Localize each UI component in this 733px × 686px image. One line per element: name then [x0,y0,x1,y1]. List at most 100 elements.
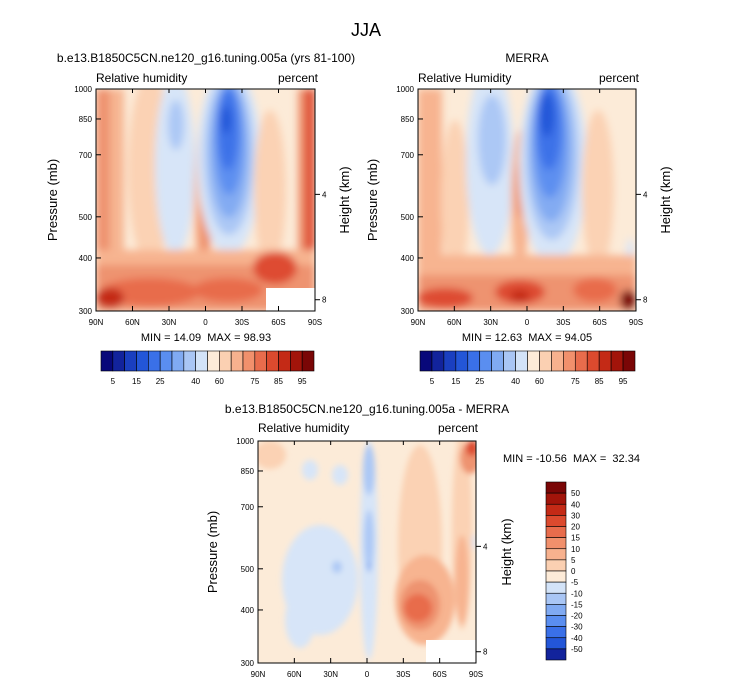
y-tick-label: 300 [241,659,255,668]
y-tick-label: 1000 [236,437,254,446]
colorbar-swatch [563,350,576,372]
colorbar-swatch [183,350,196,372]
colorbar-swatch [136,350,149,372]
y-tick-label: 400 [79,254,93,263]
colorbar-swatch [290,350,303,372]
colorbar-label: 0 [571,567,576,576]
colorbar-label: 15 [451,377,460,386]
colorbar: 5 15 25 40 60 75 85 95 [100,350,315,386]
y-axis-label-right: Height (km) [658,166,673,233]
colorbar-label: -10 [571,589,583,598]
y-axis-label: Pressure (mb) [45,159,60,241]
y-tick-label: 850 [79,115,93,124]
colorbar-swatch [301,350,315,372]
left-string: Relative humidity [96,71,187,85]
colorbar-label: 75 [571,377,580,386]
heatmap-field [418,89,636,311]
x-tick-label: 90S [469,670,483,679]
colorbar-swatch [545,581,567,594]
colorbar-swatch [266,350,279,372]
colorbar-label: 25 [156,377,165,386]
colorbar-swatch [545,570,567,583]
x-tick-label: 30N [162,318,177,327]
colorbar-label: 15 [571,534,580,543]
y-ticks: 300 400 500 700 850 1000 [396,85,423,316]
colorbar-swatch [545,492,567,505]
left-string: Relative humidity [258,421,349,435]
panel-merra: MERRA Relative Humidity percent [365,51,673,386]
colorbar-swatch [545,626,567,639]
colorbar-label: 40 [191,377,200,386]
colorbar-swatch [443,350,457,372]
x-tick-label: 90N [411,318,426,327]
y-tick-label: 850 [241,467,255,476]
height-tick-label: 4 [483,542,488,551]
right-string: percent [278,71,319,85]
colorbar-swatch [503,350,516,372]
x-tick-label: 30S [556,318,570,327]
colorbar-swatch [171,350,185,372]
left-string: Relative Humidity [418,71,511,85]
x-tick-label: 60S [433,670,447,679]
x-tick-label: 90N [89,318,104,327]
colorbar-swatch [419,350,433,372]
colorbar-swatch [545,604,567,616]
colorbar-label: -15 [571,600,583,609]
height-tick-label: 8 [483,648,488,657]
y-axis-label: Pressure (mb) [205,511,220,593]
y-ticks: 300 400 500 700 850 1000 [236,437,263,668]
heatmap-field [258,441,476,663]
colorbar-label: -5 [571,578,579,587]
right-string: percent [599,71,640,85]
colorbar-swatch [545,648,567,661]
colorbar-label: 15 [132,377,141,386]
y-tick-label: 500 [79,213,93,222]
x-tick-label: 0 [525,318,530,327]
x-tick-label: 0 [365,670,370,679]
colorbar-label: 85 [595,377,604,386]
colorbar-swatch [545,559,567,572]
colorbar-label: 60 [215,377,224,386]
y-tick-label: 300 [401,307,415,316]
colorbar-swatch [545,615,567,627]
x-tick-label: 30S [396,670,410,679]
y-tick-label: 850 [401,115,415,124]
colorbar-swatch [467,350,481,372]
colorbar-label: -20 [571,612,583,621]
height-tick-label: 8 [322,296,327,305]
colorbar-swatch [545,515,567,527]
y-tick-label: 700 [79,151,93,160]
colorbar-swatch [545,481,567,494]
colorbar-swatch [491,350,504,372]
colorbar-label: 95 [298,377,307,386]
colorbar-swatch [598,350,612,372]
colorbar-swatch [431,350,445,372]
colorbar-swatch [545,537,567,550]
colorbar-swatch [515,350,528,372]
colorbar-label: 75 [250,377,259,386]
colorbar-label: 85 [274,377,283,386]
right-string: percent [438,421,479,435]
colorbar-swatch [124,350,137,372]
x-tick-label: 60S [593,318,607,327]
colorbar-label: 5 [571,556,576,565]
x-tick-label: 30S [235,318,249,327]
colorbar-swatch [551,350,564,372]
y-tick-label: 400 [401,254,415,263]
height-tick-label: 4 [643,190,648,199]
panel-title: MERRA [505,51,548,65]
colorbar-swatch [219,350,232,372]
x-ticks: 90N 60N 30N 0 30S 60S 90S [89,89,322,327]
x-tick-label: 90S [308,318,322,327]
x-tick-label: 90N [251,670,266,679]
colorbar-swatch [242,350,256,372]
colorbar-swatch [545,526,567,538]
colorbar-label: 25 [475,377,484,386]
colorbar-swatch [455,350,469,372]
figure-title: JJA [351,20,381,40]
colorbar-swatch [148,350,161,372]
colorbar-swatch [545,503,567,516]
colorbar-swatch [527,350,540,372]
heatmap-field [96,89,315,311]
y-tick-label: 500 [401,213,415,222]
